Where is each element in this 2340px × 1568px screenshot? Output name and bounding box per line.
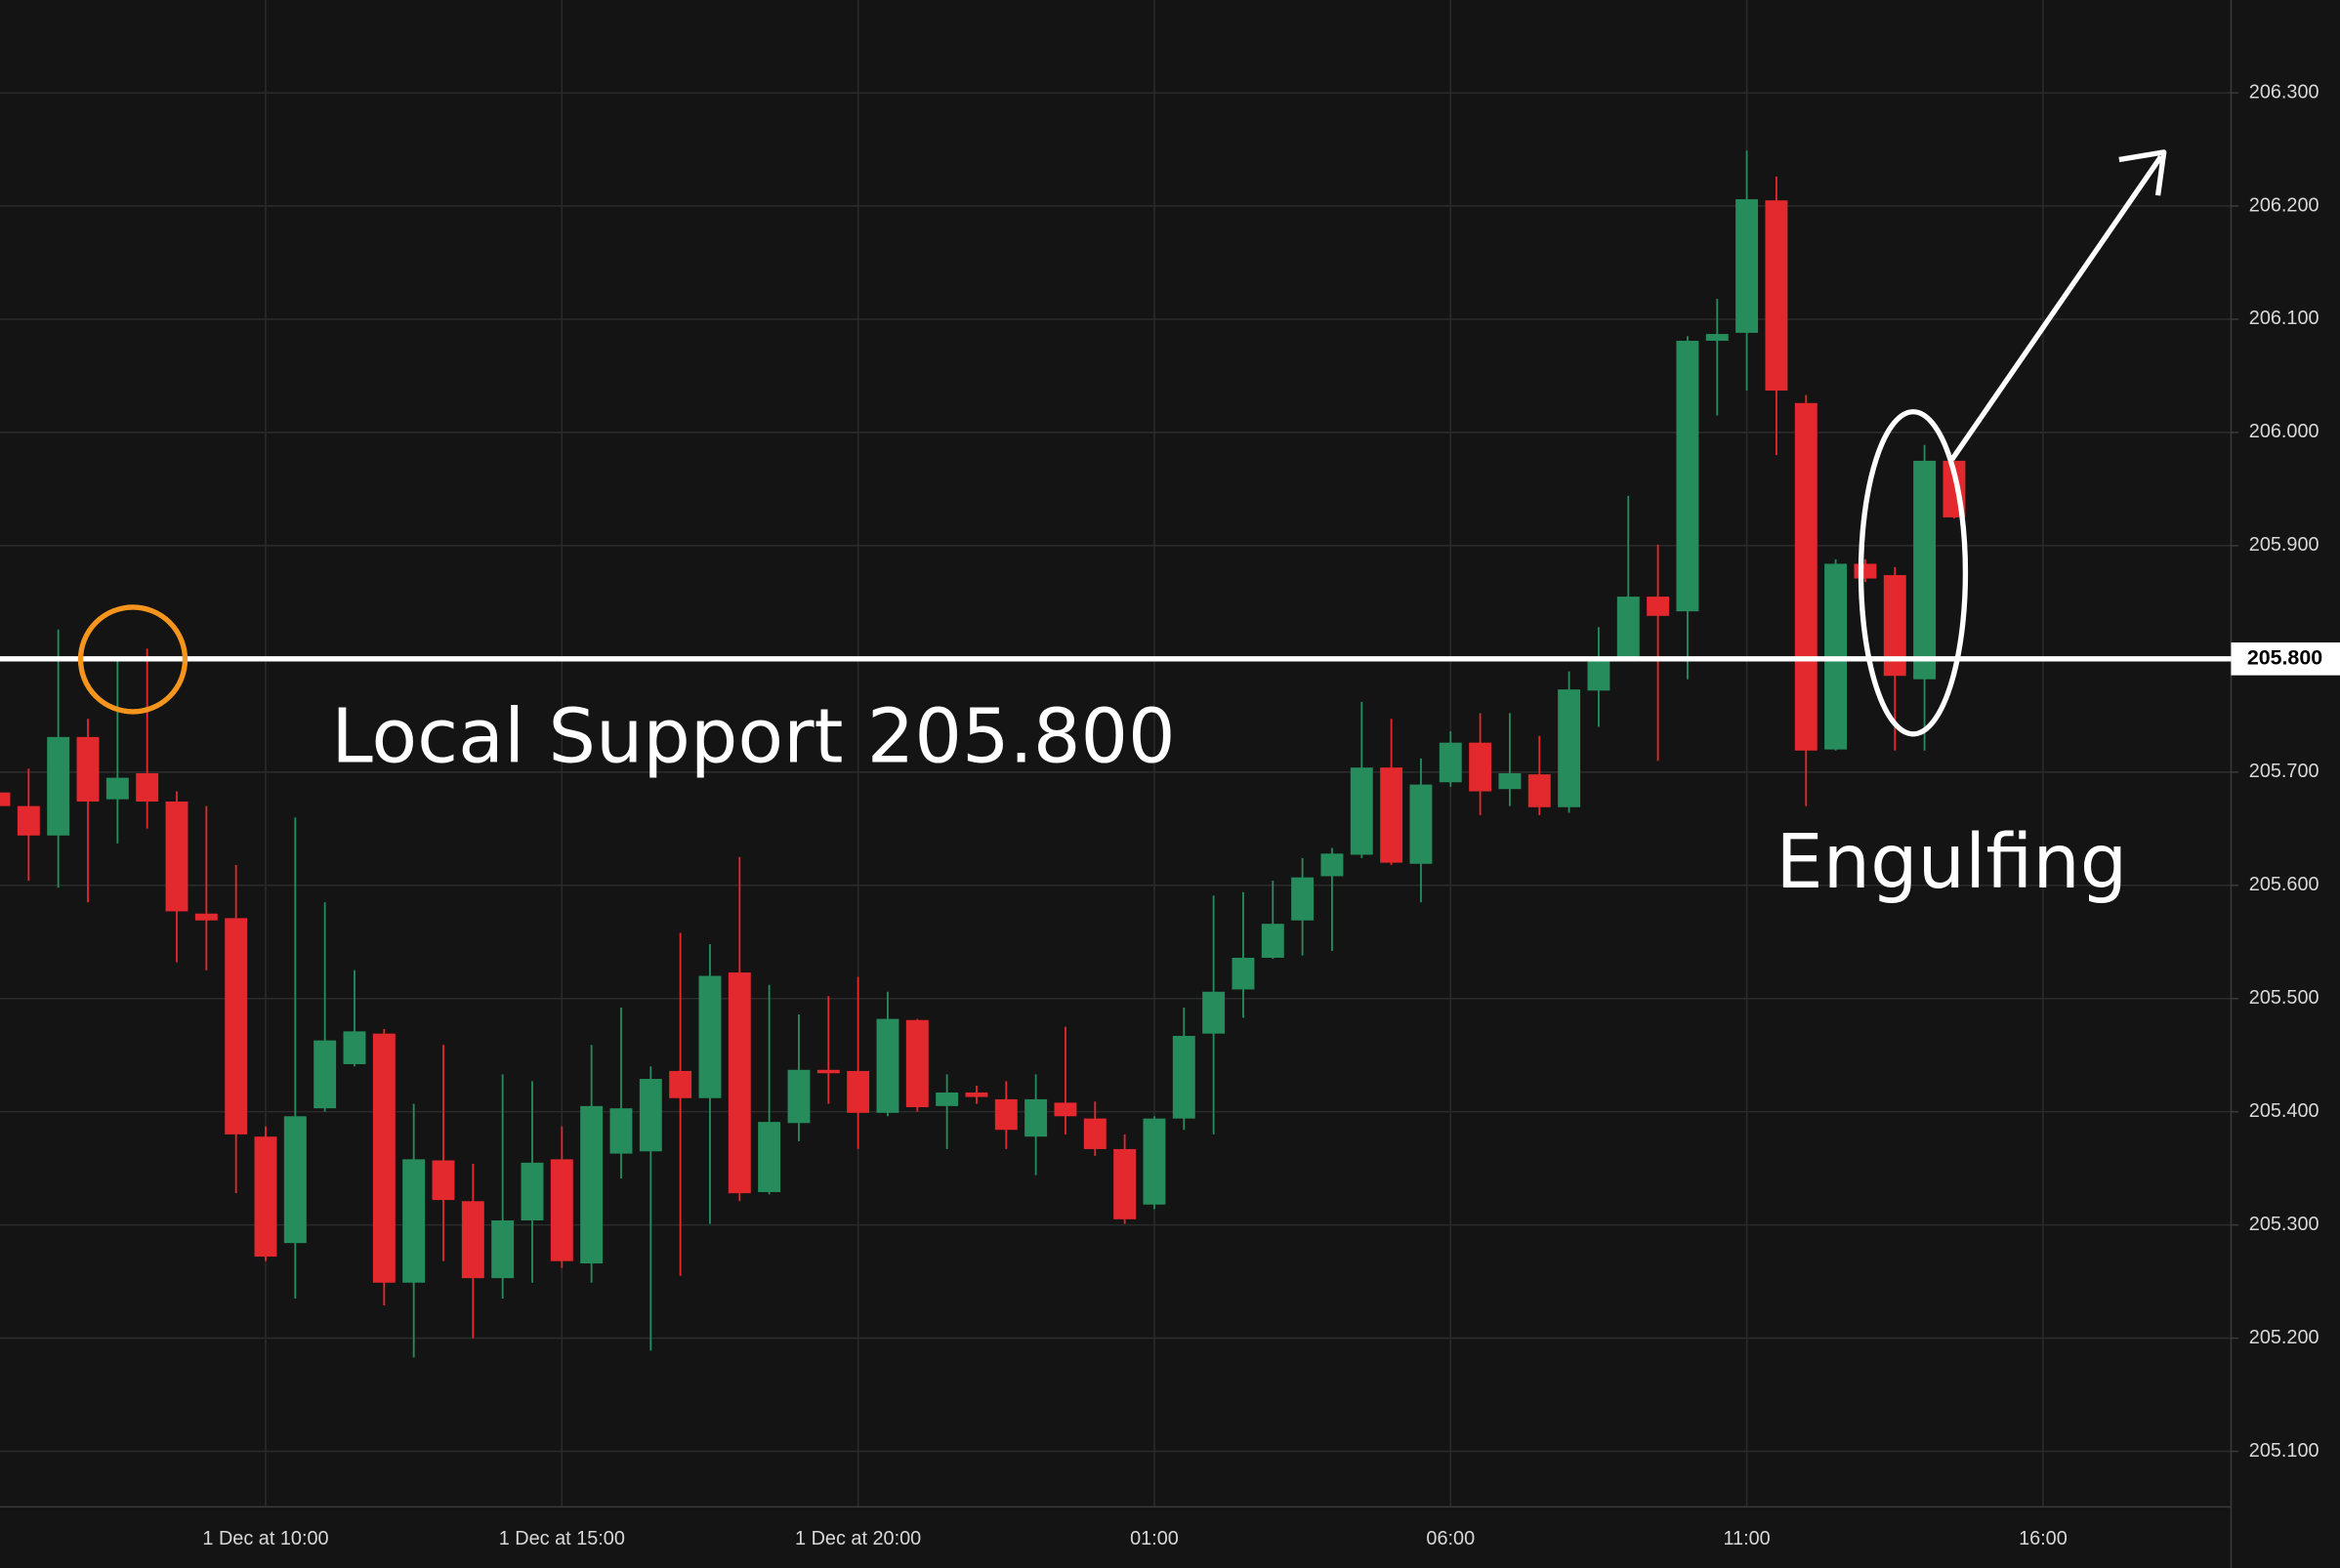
candle-body — [609, 1108, 633, 1154]
candle-body — [1291, 877, 1315, 921]
support-label-box — [2231, 642, 2340, 676]
candle-body — [283, 1116, 307, 1244]
candle-body — [1409, 784, 1433, 864]
x-tick-label: 11:00 — [1723, 1528, 1770, 1549]
candle-body — [1261, 924, 1284, 958]
candle-body — [905, 1019, 929, 1108]
candle-body — [491, 1219, 515, 1279]
support-label: 205.800 — [2247, 646, 2322, 670]
candle-body — [787, 1069, 811, 1124]
y-tick-label: 205.500 — [2249, 987, 2319, 1009]
candle-body — [225, 918, 248, 1135]
candle-body — [816, 1069, 840, 1074]
candle-body — [1320, 853, 1344, 877]
candle-body — [402, 1159, 426, 1283]
candle-body — [994, 1098, 1018, 1131]
candle-body — [165, 801, 188, 912]
x-tick-label: 1 Dec at 15:00 — [499, 1528, 625, 1549]
candle-body — [1616, 597, 1640, 657]
candle-body — [1735, 199, 1759, 333]
y-tick-label: 205.400 — [2249, 1100, 2319, 1122]
candle-body — [1202, 991, 1226, 1034]
candle-body — [1350, 767, 1373, 855]
candle-body — [847, 1070, 870, 1113]
candle-body — [1498, 772, 1522, 790]
candle-body — [372, 1033, 396, 1283]
x-tick-label: 16:00 — [2019, 1528, 2068, 1549]
candle-body — [1054, 1102, 1077, 1117]
candle-body — [136, 772, 159, 802]
x-tick-label: 01:00 — [1130, 1528, 1179, 1549]
candle-body — [698, 975, 722, 1098]
highlight-circle — [77, 604, 188, 715]
candle-body — [1794, 402, 1818, 751]
y-tick-label: 206.100 — [2249, 308, 2319, 329]
candle-body — [1587, 656, 1610, 691]
candle-body — [1113, 1148, 1137, 1219]
candle-body — [965, 1092, 988, 1097]
y-tick-label: 205.300 — [2249, 1214, 2319, 1235]
candle-body — [1765, 200, 1788, 392]
y-tick-label: 205.700 — [2249, 761, 2319, 782]
candles — [0, 150, 1966, 1358]
candle-body — [343, 1031, 366, 1064]
annotations: Local Support 205.800 Engulfing — [77, 149, 2167, 906]
y-tick-label: 206.200 — [2249, 194, 2319, 216]
y-tick-label: 205.900 — [2249, 534, 2319, 556]
candle-body — [1143, 1118, 1166, 1205]
x-tick-label: 1 Dec at 20:00 — [795, 1528, 921, 1549]
candle-body — [254, 1136, 277, 1258]
candle-body — [76, 736, 100, 802]
y-tick-label: 206.000 — [2249, 421, 2319, 442]
candle-body — [0, 792, 11, 806]
candle-body — [550, 1159, 573, 1261]
candle-body — [1647, 597, 1670, 616]
candle-body — [105, 777, 129, 800]
y-tick-label: 205.600 — [2249, 874, 2319, 895]
candle-body — [1439, 742, 1462, 783]
support-text: Local Support 205.800 — [331, 693, 1175, 780]
candle-body — [758, 1122, 781, 1192]
candle-body — [1469, 742, 1492, 792]
candle-body — [47, 736, 70, 836]
candle-body — [1024, 1098, 1048, 1137]
candle-body — [1705, 334, 1729, 342]
candle-body — [639, 1079, 662, 1152]
candle-body — [580, 1105, 604, 1264]
y-tick-label: 205.100 — [2249, 1440, 2319, 1462]
candle-body — [1676, 341, 1699, 612]
candle-body — [669, 1070, 692, 1098]
candle-body — [876, 1018, 899, 1113]
candle-body — [461, 1201, 484, 1279]
x-tick-label: 06:00 — [1426, 1528, 1475, 1549]
candle-body — [17, 805, 40, 836]
candle-body — [936, 1092, 959, 1106]
candle-body — [1232, 957, 1255, 990]
candle-body — [1558, 689, 1581, 807]
arrow-shaft — [1949, 154, 2163, 462]
x-tick-label: 1 Dec at 10:00 — [202, 1528, 328, 1549]
candle-body — [1083, 1118, 1107, 1149]
candle-body — [1380, 767, 1403, 863]
y-tick-label: 205.200 — [2249, 1327, 2319, 1348]
candle-body — [1883, 575, 1906, 677]
candle-body — [1854, 563, 1877, 579]
candle-body — [313, 1040, 337, 1109]
candle-body — [194, 913, 218, 921]
candle-body — [1913, 460, 1937, 680]
candle-body — [1527, 774, 1551, 807]
y-tick-label: 206.300 — [2249, 81, 2319, 103]
arrow-head — [2118, 149, 2167, 196]
highlight-ellipse — [1858, 409, 1969, 737]
candle-body — [1172, 1035, 1195, 1119]
candle-body — [432, 1160, 455, 1201]
candle-body — [521, 1162, 544, 1220]
pattern-text: Engulfing — [1776, 819, 2127, 906]
candle-body — [728, 972, 751, 1194]
